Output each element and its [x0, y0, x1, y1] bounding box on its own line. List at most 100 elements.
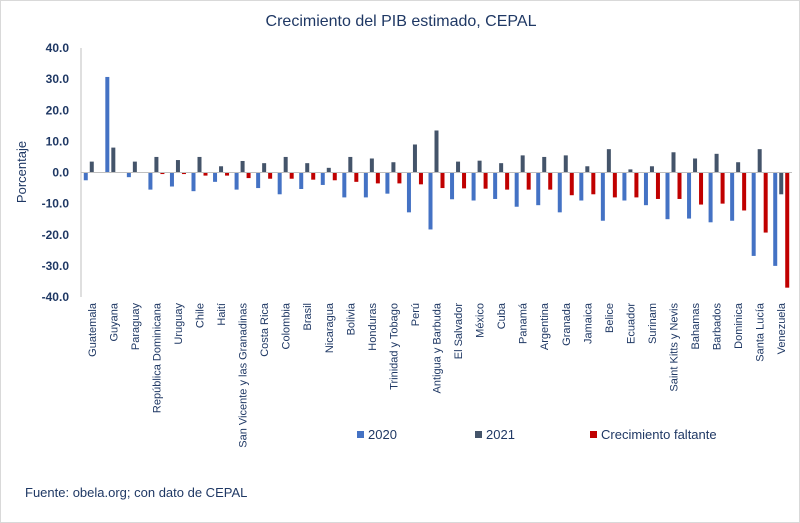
- x-tick-label: Guyana: [108, 302, 120, 341]
- x-tick-label: Dominica: [733, 302, 745, 349]
- bar-crecimiento-faltante: [677, 172, 682, 199]
- bar-2021: [736, 162, 741, 173]
- x-tick-label: Bolivia: [345, 302, 357, 335]
- chart-title: Crecimiento del PIB estimado, CEPAL: [266, 13, 537, 30]
- y-axis-label: Porcentaje: [14, 141, 29, 203]
- x-tick-label: Barbados: [712, 303, 724, 351]
- bar-2021: [154, 156, 159, 173]
- bars-group: [83, 76, 790, 288]
- bar-2021: [434, 130, 439, 173]
- bar-2020: [687, 172, 692, 219]
- bar-crecimiento-faltante: [591, 172, 596, 195]
- x-tick-label: Guatemala: [87, 302, 99, 357]
- x-tick-label: México: [475, 303, 487, 338]
- bar-2021: [369, 158, 374, 173]
- bar-2020: [148, 172, 153, 190]
- y-axis-ticks: 40.0 30.0 20.0 10.0 0.0 -10.0 -20.0 -30.0 -40.0: [42, 41, 70, 304]
- x-tick-label: Granada: [561, 302, 573, 346]
- bar-2021: [456, 161, 461, 173]
- bar-2020: [105, 76, 110, 173]
- bar-2021: [412, 144, 417, 173]
- bar-2021: [219, 166, 224, 173]
- bar-crecimiento-faltante: [785, 172, 790, 288]
- bar-2021: [283, 156, 288, 173]
- bar-2020: [708, 172, 713, 223]
- bar-2021: [391, 162, 396, 173]
- legend-label: 2021: [486, 427, 515, 442]
- x-tick-label: Paraguay: [130, 303, 142, 351]
- bar-crecimiento-faltante: [655, 172, 660, 199]
- x-tick-label: Panamá: [518, 302, 530, 344]
- x-tick-label: Jamaica: [582, 302, 594, 344]
- bar-2021: [348, 156, 353, 173]
- bar-crecimiento-faltante: [332, 172, 337, 181]
- bar-crecimiento-faltante: [440, 172, 445, 189]
- bar-2020: [277, 172, 282, 195]
- bar-2021: [89, 161, 94, 173]
- legend-label: 2020: [368, 427, 397, 442]
- x-tick-label: El Salvador: [453, 303, 465, 360]
- bar-2020: [579, 172, 584, 201]
- bar-crecimiento-faltante: [612, 172, 617, 198]
- x-tick-label: Saint Kitts y Nevis: [669, 303, 681, 392]
- x-tick-label: Honduras: [367, 303, 379, 351]
- bar-2020: [622, 172, 627, 201]
- bar-2020: [320, 172, 325, 185]
- bar-2020: [665, 172, 670, 220]
- bar-crecimiento-faltante: [246, 172, 251, 179]
- legend-label: Crecimiento faltante: [601, 427, 717, 442]
- x-tick-label: Nicaragua: [324, 302, 336, 353]
- bar-crecimiento-faltante: [397, 172, 402, 184]
- bar-crecimiento-faltante: [526, 172, 531, 190]
- bar-crecimiento-faltante: [268, 172, 273, 179]
- bar-2020: [536, 172, 541, 206]
- bar-2020: [450, 172, 455, 200]
- bar-crecimiento-faltante: [311, 172, 316, 180]
- x-tick-label: Colombia: [281, 302, 293, 349]
- bar-2021: [693, 158, 698, 173]
- x-tick-label: Ecuador: [625, 303, 637, 344]
- bar-2021: [757, 149, 762, 173]
- legend-swatch: [475, 431, 482, 438]
- bar-crecimiento-faltante: [462, 172, 467, 189]
- y-tick-label: 30.0: [46, 72, 70, 86]
- x-tick-label: Antigua y Barbuda: [432, 302, 444, 393]
- bar-2020: [406, 172, 411, 213]
- bar-2021: [628, 169, 633, 173]
- bar-2020: [471, 172, 476, 201]
- x-tick-label: Bahamas: [690, 303, 702, 350]
- x-axis-labels: Guatemala Guyana Paraguay República Dominic…: [87, 302, 788, 448]
- y-tick-label: 20.0: [46, 103, 70, 117]
- legend: 2020 2021 Crecimiento faltante: [357, 427, 717, 442]
- bar-2021: [499, 163, 504, 173]
- bar-2020: [169, 172, 174, 187]
- bar-2021: [606, 149, 611, 173]
- bar-2020: [600, 172, 605, 221]
- bar-crecimiento-faltante: [418, 172, 423, 185]
- bar-crecimiento-faltante: [181, 172, 186, 175]
- bar-2020: [385, 172, 390, 194]
- bar-2021: [671, 152, 676, 173]
- bar-2020: [428, 172, 433, 230]
- bar-2020: [126, 172, 131, 178]
- bar-2020: [730, 172, 735, 221]
- x-tick-label: Perú: [410, 303, 422, 326]
- bar-crecimiento-faltante: [225, 172, 230, 176]
- bar-2020: [751, 172, 756, 256]
- bar-crecimiento-faltante: [720, 172, 725, 204]
- x-tick-label: Chile: [195, 303, 207, 328]
- bar-2021: [585, 166, 590, 173]
- bar-2020: [256, 172, 261, 189]
- bar-crecimiento-faltante: [548, 172, 553, 190]
- bar-crecimiento-faltante: [483, 172, 488, 189]
- bar-2020: [213, 172, 218, 182]
- bar-2021: [542, 156, 547, 173]
- bar-crecimiento-faltante: [203, 172, 208, 176]
- bar-crecimiento-faltante: [354, 172, 359, 182]
- bar-crecimiento-faltante: [375, 172, 380, 184]
- bar-2021: [779, 172, 784, 195]
- y-tick-label: 40.0: [46, 41, 70, 55]
- bar-2021: [714, 153, 719, 173]
- bar-2021: [240, 160, 245, 173]
